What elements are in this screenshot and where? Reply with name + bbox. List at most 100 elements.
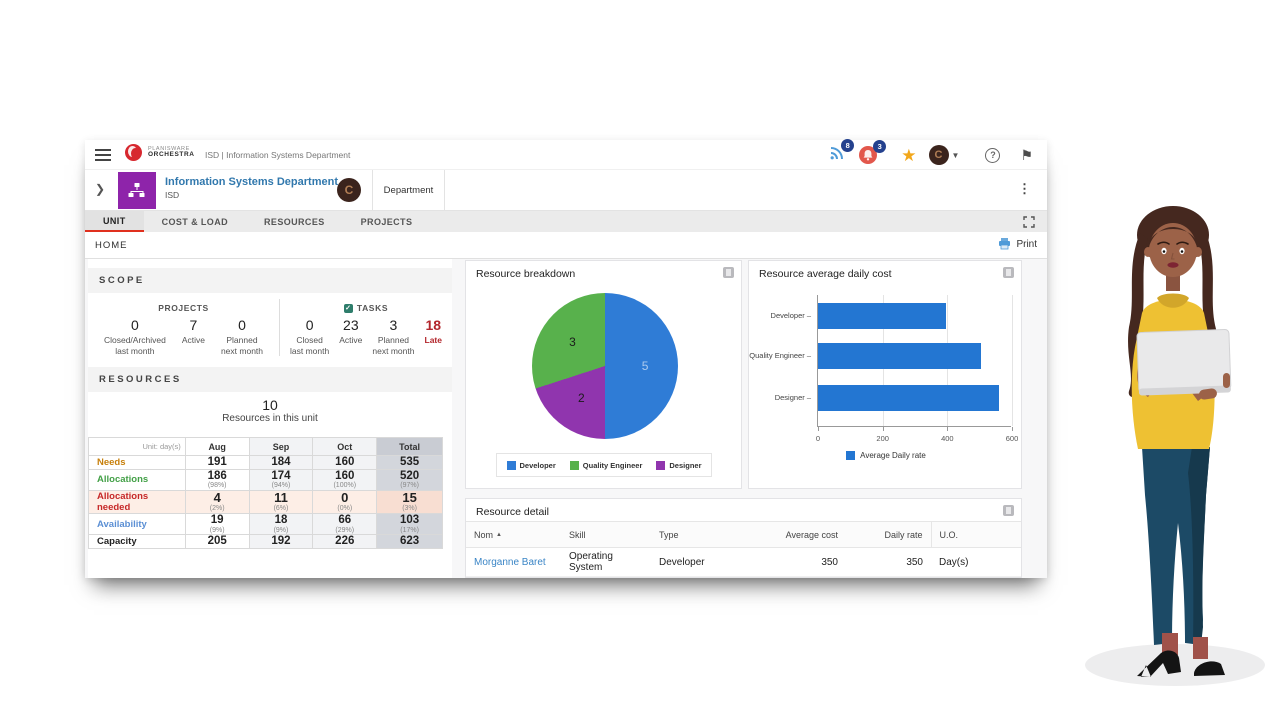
app-window: PLANISWARE ORCHESTRA ISD | Information S… [85, 138, 1047, 578]
table-row: Availability 19 (9%) 18 (9%) 66 (29%) 103 (17%) [88, 512, 443, 536]
pie-slice-value: 5 [641, 359, 649, 373]
stat-value: 7 [189, 317, 198, 333]
stat-value: 0 [305, 317, 314, 333]
card-menu-icon[interactable] [1003, 505, 1014, 516]
column-header[interactable]: Daily rate [846, 521, 931, 548]
legend-label: Developer [519, 460, 556, 470]
user-menu[interactable]: C ▼ [928, 145, 959, 165]
cell-value: 160 [335, 469, 355, 482]
value-cell: 226 [312, 534, 378, 549]
daily-cost-bar-plot[interactable]: 0 200 400 600 [816, 295, 1018, 443]
axis-tick [1012, 427, 1013, 431]
pie-slice-value: 3 [569, 335, 576, 350]
table-row: Allocations needed 4 (2%) 11 (6%) 0 (0%) 15 (3%) [88, 489, 443, 514]
brand-logo[interactable]: PLANISWARE ORCHESTRA [125, 144, 195, 161]
table-row: Morganne Baret Operating System Developer 3… [466, 547, 1021, 577]
tab-cost-load[interactable]: COST & LOAD [161, 216, 229, 227]
column-header[interactable]: Skill [561, 521, 651, 548]
card-menu-icon[interactable] [723, 267, 734, 278]
cell-value: 535 [399, 456, 420, 468]
context-title: ISD | Information Systems Department [205, 150, 351, 160]
row-label: Needs [88, 455, 186, 470]
unit-label-cell: Unit: day(s) [88, 437, 186, 456]
cell-percent: (2%) [209, 505, 225, 513]
stat-caption: Planned next month [220, 335, 264, 356]
dashboard-content: SCOPE PROJECTS 0 Closed/Archived last mon… [85, 259, 1047, 578]
projects-stat: 7 Active [182, 317, 205, 356]
org-chart-icon[interactable] [118, 172, 156, 209]
detail-cell: 350 [846, 547, 931, 577]
column-header[interactable]: U.O. [930, 521, 1021, 548]
column-header[interactable]: Average cost [751, 521, 846, 548]
cell-value: 160 [335, 456, 355, 468]
expand-chevron-icon[interactable]: ❯ [95, 182, 106, 196]
cell-value: 66 [338, 513, 352, 526]
help-icon[interactable]: ? [985, 147, 1001, 163]
value-cell: 205 [184, 534, 250, 549]
stat-value: 23 [343, 317, 359, 333]
card-menu-icon[interactable] [1003, 267, 1014, 278]
brand-line1: PLANISWARE [148, 145, 190, 152]
bar-developer[interactable] [818, 303, 946, 329]
stat-caption: Active [181, 335, 205, 345]
pie-slice-value: 2 [578, 391, 585, 406]
tab-projects[interactable]: PROJECTS [360, 216, 413, 227]
feed-icon[interactable]: 8 [829, 138, 855, 166]
tab-bar: UNIT COST & LOAD RESOURCES PROJECTS [85, 211, 1047, 232]
bar-card-title: Resource average daily cost [759, 268, 892, 280]
cell-value: 15 [402, 489, 417, 505]
tasks-stat: 3 Planned next month [372, 317, 414, 356]
tasks-checkbox-icon: ✓ [343, 303, 353, 313]
cell-value: 192 [271, 535, 291, 548]
entity-type-label: Department [372, 170, 445, 210]
tab-resources[interactable]: RESOURCES [264, 216, 325, 227]
resource-breakdown-pie[interactable] [532, 293, 678, 439]
bar-designer[interactable] [818, 385, 1000, 411]
fullscreen-icon[interactable] [1023, 215, 1035, 233]
tasks-group-label: ✓ TASKS [343, 303, 389, 313]
axis-tick-label: 200 [876, 434, 889, 443]
print-button[interactable]: Print [998, 238, 1037, 250]
bar-quality-engineer[interactable] [818, 343, 982, 369]
gridline [1012, 295, 1013, 426]
legend-item: Designer [656, 460, 702, 470]
value-cell: 0 (0%) [312, 489, 378, 514]
bar-legend-label: Average Daily rate [860, 451, 926, 460]
value-cell: 160 (100%) [312, 468, 378, 491]
cell-percent: (100%) [333, 482, 357, 490]
value-cell: 11 (6%) [248, 489, 314, 514]
resource-name-link[interactable]: Morganne Baret [474, 556, 546, 568]
hamburger-menu-icon[interactable] [95, 149, 111, 161]
entity-subtitle: ISD [165, 190, 180, 200]
value-cell: 535 [376, 455, 443, 470]
cell-value: 191 [207, 456, 227, 468]
resource-detail-card: Resource detail Nom ▲ Skill Type Average cos… [465, 498, 1022, 578]
favorites-star-icon[interactable]: ★ [901, 145, 917, 165]
feed-badge: 8 [841, 138, 855, 152]
pie-legend: Developer Quality Engineer Designer [496, 453, 712, 477]
more-options-icon[interactable]: ⋮ [1018, 181, 1031, 196]
notifications-icon[interactable]: 3 [859, 140, 887, 164]
cell-value: 186 [207, 469, 227, 482]
stat-caption: Closed last month [290, 335, 330, 356]
tab-unit[interactable]: UNIT [85, 211, 144, 232]
top-bar: PLANISWARE ORCHESTRA ISD | Information S… [85, 138, 1047, 170]
axis-tick [882, 427, 884, 431]
detail-cell: Morganne Baret [466, 547, 561, 577]
table-row: Capacity 205 192 226 623 [88, 534, 443, 549]
planisware-logo-icon [125, 144, 142, 161]
breadcrumb[interactable]: HOME [95, 240, 128, 251]
entity-avatar[interactable]: C [337, 178, 361, 202]
flag-icon[interactable]: ⚑ [1020, 147, 1033, 163]
legend-swatch [569, 460, 579, 470]
entity-bar: ❯ Information Systems Department ISD C D… [85, 170, 1047, 211]
column-header[interactable]: Type [651, 521, 751, 548]
entity-title[interactable]: Information Systems Department [165, 176, 338, 188]
bar-legend: Average Daily rate [749, 451, 1023, 460]
top-icon-cluster: 8 3 ★ C ▼ ? ⚑ [829, 138, 1033, 170]
column-header[interactable]: Nom ▲ [466, 521, 561, 548]
scope-stats: PROJECTS 0 Closed/Archived last month 7 Act… [88, 299, 452, 357]
resources-table-header-row: Unit: day(s) Aug Sep Oct Total [88, 437, 443, 456]
cell-percent: (17%) [400, 526, 419, 534]
